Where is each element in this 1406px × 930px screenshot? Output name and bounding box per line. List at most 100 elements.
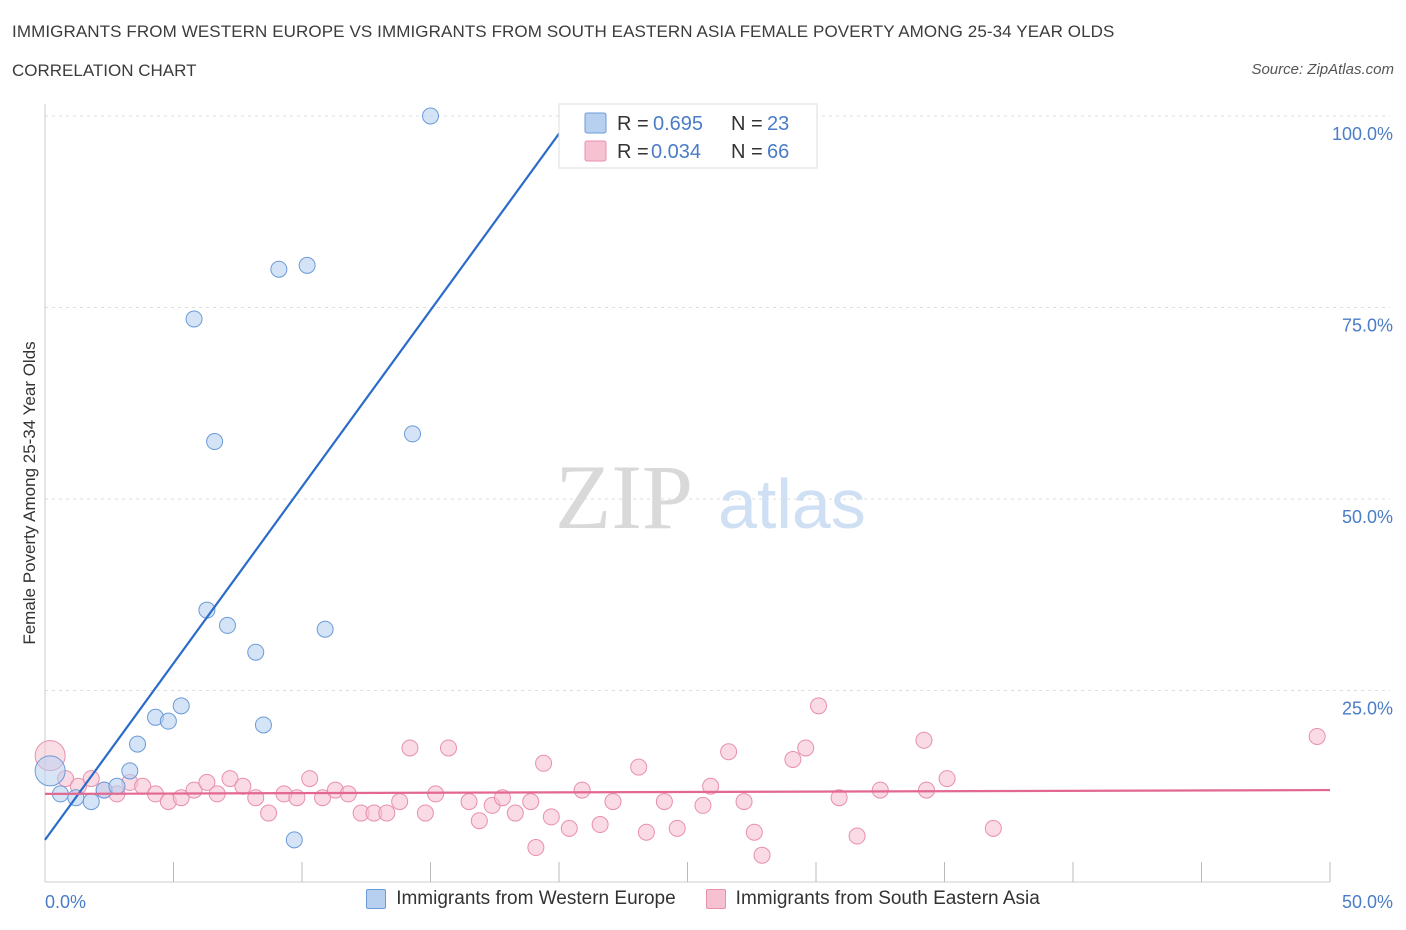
legend-label-south-eastern-asia: Immigrants from South Eastern Asia xyxy=(735,888,1040,909)
south-eastern-asia-point[interactable] xyxy=(848,827,866,845)
south-eastern-asia-point[interactable] xyxy=(753,846,771,864)
south-eastern-asia-point[interactable] xyxy=(198,773,216,791)
x-tick-label: 50.0% xyxy=(1342,892,1393,912)
stats-r-label-pink: R = xyxy=(617,141,649,163)
y-tick-label: 25.0% xyxy=(1342,699,1393,719)
south-eastern-asia-point[interactable] xyxy=(720,743,738,761)
south-eastern-asia-point[interactable] xyxy=(797,739,815,757)
stats-r-value-pink: 0.034 xyxy=(651,141,701,163)
western-europe-point[interactable] xyxy=(247,643,265,661)
south-eastern-asia-point[interactable] xyxy=(604,793,622,811)
stats-legend: R = 0.695 N = 23 R = 0.034 N = 66 xyxy=(558,103,818,169)
western-europe-point[interactable] xyxy=(404,425,422,443)
points-layer xyxy=(34,107,1326,864)
western-europe-point[interactable] xyxy=(129,735,147,753)
western-europe-point[interactable] xyxy=(206,433,224,451)
western-europe-point[interactable] xyxy=(172,697,190,715)
watermark-atlas: atlas xyxy=(718,465,866,543)
western-europe-point[interactable] xyxy=(121,762,139,780)
stats-n-label-pink: N = xyxy=(731,141,763,163)
watermark-zip: ZIP xyxy=(555,446,693,548)
western-europe-point[interactable] xyxy=(159,712,177,730)
south-eastern-asia-point[interactable] xyxy=(573,781,591,799)
trend-line-south-eastern-asia xyxy=(44,788,1331,796)
western-europe-point[interactable] xyxy=(254,716,272,734)
chart-title: IMMIGRANTS FROM WESTERN EUROPE VS IMMIGR… xyxy=(12,22,1115,41)
western-europe-point[interactable] xyxy=(298,256,316,274)
legend-item-western-europe[interactable]: Immigrants from Western Europe xyxy=(366,888,676,910)
south-eastern-asia-point[interactable] xyxy=(918,781,936,799)
chart-subtitle: CORRELATION CHART xyxy=(12,61,197,80)
legend-item-south-eastern-asia[interactable]: Immigrants from South Eastern Asia xyxy=(705,888,1040,910)
western-europe-point[interactable] xyxy=(270,260,288,278)
south-eastern-asia-point[interactable] xyxy=(591,816,609,834)
south-eastern-asia-point[interactable] xyxy=(810,697,828,715)
western-europe-point[interactable] xyxy=(285,831,303,849)
south-eastern-asia-point[interactable] xyxy=(522,793,540,811)
y-axis-title: Female Poverty Among 25-34 Year Olds xyxy=(20,341,39,644)
western-europe-point[interactable] xyxy=(108,777,126,795)
legend-label-western-europe: Immigrants from Western Europe xyxy=(396,888,676,909)
south-eastern-asia-point[interactable] xyxy=(416,804,434,822)
south-eastern-asia-point[interactable] xyxy=(401,739,419,757)
south-eastern-asia-point[interactable] xyxy=(301,770,319,788)
south-eastern-asia-point[interactable] xyxy=(735,793,753,811)
south-eastern-asia-point[interactable] xyxy=(830,789,848,807)
south-eastern-asia-point[interactable] xyxy=(702,777,720,795)
western-europe-point[interactable] xyxy=(316,620,334,638)
series-legend: Immigrants from Western Europe Immigrant… xyxy=(0,888,1406,910)
legend-swatch-blue xyxy=(366,889,387,909)
stats-r-label-blue: R = xyxy=(617,113,649,135)
trend-line-western-europe xyxy=(44,115,573,841)
south-eastern-asia-point[interactable] xyxy=(260,804,278,822)
south-eastern-asia-point[interactable] xyxy=(630,758,648,776)
south-eastern-asia-point[interactable] xyxy=(234,777,252,795)
western-europe-point[interactable] xyxy=(34,755,66,787)
y-tick-label: 50.0% xyxy=(1342,507,1393,527)
south-eastern-asia-point[interactable] xyxy=(984,819,1002,837)
stats-n-value-blue: 23 xyxy=(767,113,789,135)
source-credit: Source: ZipAtlas.com xyxy=(1251,61,1394,78)
south-eastern-asia-point[interactable] xyxy=(535,754,553,772)
south-eastern-asia-point[interactable] xyxy=(460,793,478,811)
south-eastern-asia-point[interactable] xyxy=(745,823,763,841)
grid-layer xyxy=(45,115,1390,691)
y-tick-label: 75.0% xyxy=(1342,316,1393,336)
axis-layer: 25.0% 50.0% 75.0% 100.0% 0.0% 50.0% xyxy=(44,104,1393,912)
stats-n-value-pink: 66 xyxy=(767,141,789,163)
south-eastern-asia-point[interactable] xyxy=(439,739,457,757)
south-eastern-asia-point[interactable] xyxy=(938,770,956,788)
south-eastern-asia-point[interactable] xyxy=(527,839,545,857)
south-eastern-asia-point[interactable] xyxy=(542,808,560,826)
south-eastern-asia-point[interactable] xyxy=(506,804,524,822)
south-eastern-asia-point[interactable] xyxy=(378,804,396,822)
south-eastern-asia-point[interactable] xyxy=(915,731,933,749)
stats-n-label-blue: N = xyxy=(731,113,763,135)
western-europe-point[interactable] xyxy=(218,616,236,634)
south-eastern-asia-point[interactable] xyxy=(1308,727,1326,745)
south-eastern-asia-point[interactable] xyxy=(221,770,239,788)
stats-r-value-blue: 0.695 xyxy=(653,113,703,135)
x-tick-label: 0.0% xyxy=(45,892,86,912)
south-eastern-asia-point[interactable] xyxy=(784,750,802,768)
south-eastern-asia-point[interactable] xyxy=(560,819,578,837)
south-eastern-asia-point[interactable] xyxy=(470,812,488,830)
y-tick-label: 100.0% xyxy=(1332,124,1393,144)
south-eastern-asia-point[interactable] xyxy=(655,793,673,811)
western-europe-point[interactable] xyxy=(422,107,439,125)
south-eastern-asia-point[interactable] xyxy=(493,789,511,807)
south-eastern-asia-point[interactable] xyxy=(391,793,409,811)
south-eastern-asia-point[interactable] xyxy=(427,785,445,803)
south-eastern-asia-point[interactable] xyxy=(668,819,686,837)
stats-legend-swatch-pink xyxy=(584,140,607,162)
trend-layer xyxy=(44,115,1331,841)
legend-swatch-pink xyxy=(705,889,726,909)
south-eastern-asia-point[interactable] xyxy=(694,796,712,814)
south-eastern-asia-point[interactable] xyxy=(637,823,655,841)
western-europe-point[interactable] xyxy=(82,793,100,811)
watermark: ZIP atlas xyxy=(555,446,866,548)
western-europe-point[interactable] xyxy=(185,310,203,328)
south-eastern-asia-point[interactable] xyxy=(247,789,265,807)
south-eastern-asia-point[interactable] xyxy=(871,781,889,799)
